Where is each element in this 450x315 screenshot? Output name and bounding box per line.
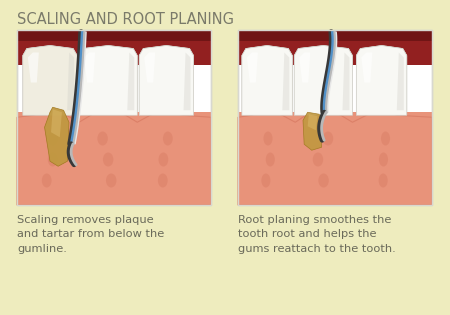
Bar xyxy=(238,51,432,65)
Text: Scaling removes plaque
and tartar from below the
gumline.: Scaling removes plaque and tartar from b… xyxy=(17,215,164,254)
Polygon shape xyxy=(79,45,137,205)
Polygon shape xyxy=(28,53,39,83)
Ellipse shape xyxy=(48,131,58,146)
Bar xyxy=(17,51,211,65)
Ellipse shape xyxy=(158,174,168,187)
Polygon shape xyxy=(67,53,74,200)
Ellipse shape xyxy=(318,174,329,187)
Bar xyxy=(238,30,432,65)
FancyBboxPatch shape xyxy=(238,30,432,205)
Ellipse shape xyxy=(378,174,388,187)
Ellipse shape xyxy=(97,131,108,146)
Polygon shape xyxy=(79,45,137,115)
Polygon shape xyxy=(127,53,134,200)
Bar xyxy=(17,112,211,205)
Ellipse shape xyxy=(48,152,58,167)
Bar xyxy=(17,30,211,41)
Polygon shape xyxy=(28,53,39,83)
Ellipse shape xyxy=(106,174,117,187)
Ellipse shape xyxy=(323,131,333,146)
FancyBboxPatch shape xyxy=(17,30,211,205)
Polygon shape xyxy=(361,53,372,83)
Polygon shape xyxy=(17,107,211,205)
Ellipse shape xyxy=(158,152,168,167)
Polygon shape xyxy=(144,53,155,83)
Polygon shape xyxy=(294,45,352,205)
Polygon shape xyxy=(299,53,310,83)
Ellipse shape xyxy=(261,174,270,187)
Polygon shape xyxy=(294,45,352,115)
Polygon shape xyxy=(247,53,258,83)
Polygon shape xyxy=(308,114,318,130)
Polygon shape xyxy=(184,53,190,200)
Polygon shape xyxy=(282,53,289,200)
Ellipse shape xyxy=(266,152,275,167)
Polygon shape xyxy=(84,53,95,83)
Ellipse shape xyxy=(379,152,388,167)
Text: SCALING AND ROOT PLANING: SCALING AND ROOT PLANING xyxy=(17,13,234,27)
Polygon shape xyxy=(342,53,350,200)
Ellipse shape xyxy=(42,174,52,187)
Polygon shape xyxy=(242,45,292,115)
Ellipse shape xyxy=(163,131,173,146)
Polygon shape xyxy=(67,53,74,110)
Polygon shape xyxy=(127,53,134,110)
Polygon shape xyxy=(144,53,155,83)
Bar xyxy=(17,30,211,65)
Polygon shape xyxy=(342,53,350,110)
Polygon shape xyxy=(139,45,194,115)
Polygon shape xyxy=(247,53,258,83)
Polygon shape xyxy=(356,45,407,115)
Polygon shape xyxy=(23,45,77,205)
Bar xyxy=(238,30,432,41)
Polygon shape xyxy=(45,107,69,166)
Polygon shape xyxy=(299,53,310,83)
Polygon shape xyxy=(84,53,95,83)
Text: Root planing smoothes the
tooth root and helps the
gums reattach to the tooth.: Root planing smoothes the tooth root and… xyxy=(238,215,396,254)
Polygon shape xyxy=(51,109,62,137)
Polygon shape xyxy=(242,45,292,205)
Polygon shape xyxy=(238,109,432,205)
Polygon shape xyxy=(184,53,190,110)
Bar xyxy=(238,112,432,205)
Polygon shape xyxy=(139,45,194,205)
Ellipse shape xyxy=(381,131,390,146)
Polygon shape xyxy=(361,53,372,83)
Polygon shape xyxy=(282,53,289,110)
Polygon shape xyxy=(397,53,404,200)
Polygon shape xyxy=(356,45,407,205)
Ellipse shape xyxy=(103,152,113,167)
Polygon shape xyxy=(23,45,77,115)
Ellipse shape xyxy=(263,131,273,146)
Polygon shape xyxy=(303,112,322,150)
Ellipse shape xyxy=(313,152,323,167)
Polygon shape xyxy=(397,53,404,110)
